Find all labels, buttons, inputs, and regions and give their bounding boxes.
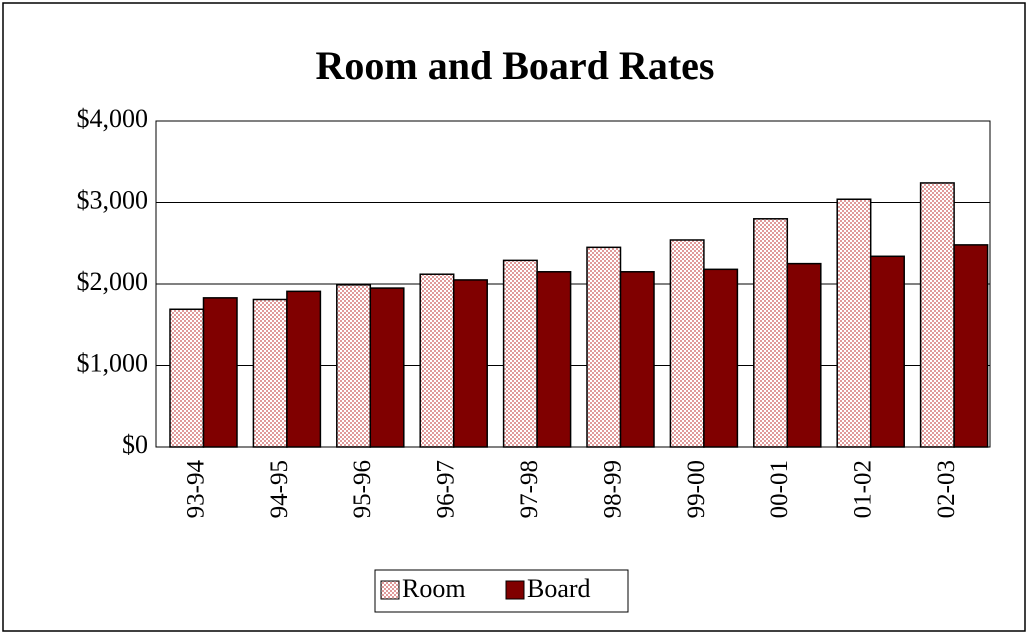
legend-label: Board — [527, 574, 591, 603]
bar — [502, 259, 538, 448]
legend-swatch — [380, 580, 400, 600]
bar — [336, 284, 372, 448]
y-tick-label: $4,000 — [77, 104, 149, 133]
x-tick-label: 98-99 — [599, 460, 626, 518]
x-tick-label: 95-96 — [349, 460, 376, 518]
bar — [786, 262, 822, 448]
y-tick-label: $3,000 — [77, 185, 149, 214]
bar — [919, 182, 955, 448]
legend-label: Room — [402, 574, 466, 603]
legend-box — [374, 569, 629, 613]
bar — [169, 308, 205, 448]
bar — [753, 218, 789, 448]
bar — [869, 255, 905, 448]
x-tick-label: 93-94 — [182, 460, 209, 519]
legend-swatch — [505, 580, 525, 600]
x-tick-label: 94-95 — [266, 460, 293, 518]
bar — [669, 239, 705, 448]
bar — [286, 290, 322, 448]
bar — [202, 297, 238, 448]
y-tick-label: $0 — [122, 430, 148, 459]
bar — [452, 279, 488, 448]
x-tick-label: 01-02 — [850, 460, 877, 518]
bar — [536, 271, 572, 448]
bar — [252, 298, 288, 448]
x-tick-label: 02-03 — [933, 460, 960, 518]
y-tick-label: $2,000 — [77, 267, 149, 296]
bar — [703, 268, 739, 448]
x-tick-label: 96-97 — [433, 460, 460, 518]
bar — [369, 287, 405, 448]
chart-title: Room and Board Rates — [316, 43, 715, 88]
y-tick-label: $1,000 — [77, 348, 149, 377]
x-tick-label: 99-00 — [683, 460, 710, 518]
bar — [619, 271, 655, 448]
x-tick-label: 97-98 — [516, 460, 543, 518]
x-tick-label: 00-01 — [766, 460, 793, 518]
bar — [419, 273, 455, 448]
bar — [836, 198, 872, 448]
bar — [586, 246, 622, 448]
bar — [953, 244, 989, 448]
